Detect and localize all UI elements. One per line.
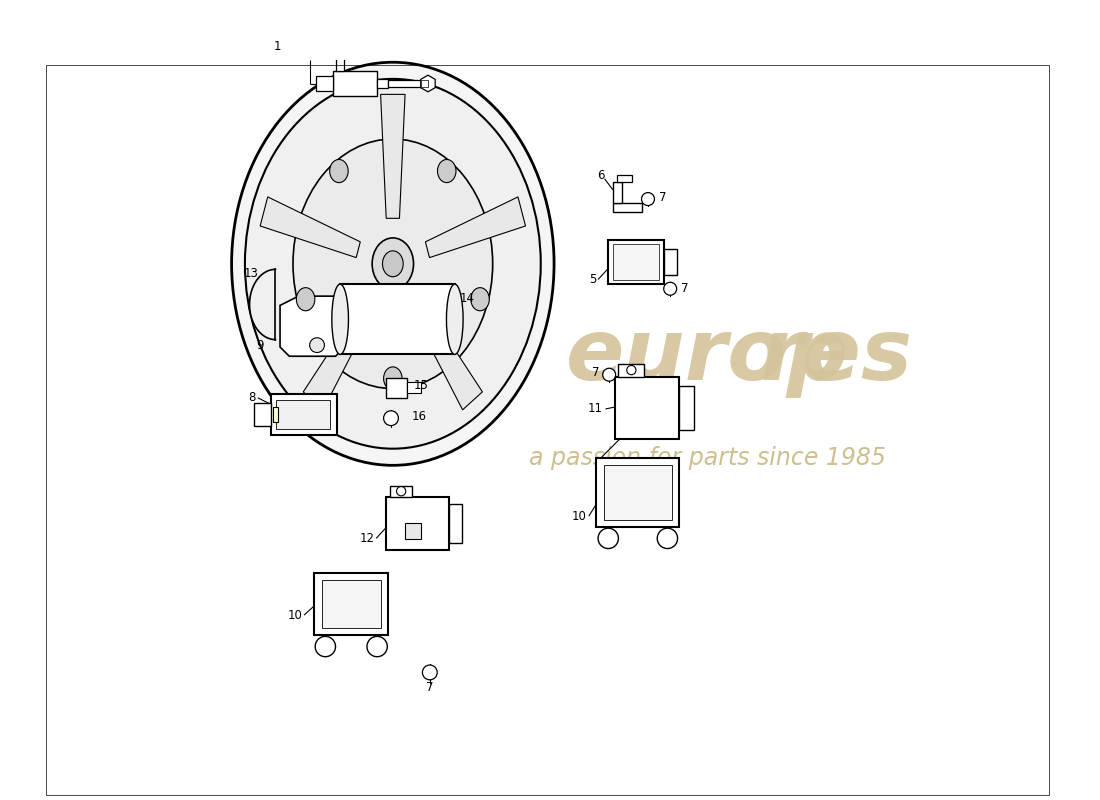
- Polygon shape: [381, 94, 405, 218]
- Bar: [276, 400, 330, 430]
- Bar: [449, 504, 462, 543]
- Text: 14: 14: [460, 293, 474, 306]
- Bar: [78, 0, 309, 33]
- Text: 10: 10: [572, 510, 587, 522]
- Text: 8: 8: [249, 391, 256, 404]
- Bar: [617, 175, 632, 182]
- Circle shape: [657, 528, 678, 549]
- Circle shape: [641, 193, 654, 206]
- Text: 7: 7: [426, 681, 433, 694]
- Bar: [613, 244, 659, 279]
- Bar: [613, 202, 642, 212]
- Text: 15: 15: [414, 379, 428, 392]
- Ellipse shape: [471, 288, 490, 310]
- Circle shape: [598, 528, 618, 549]
- Text: a passion for parts since 1985: a passion for parts since 1985: [529, 446, 886, 470]
- Circle shape: [627, 366, 636, 374]
- Bar: [608, 240, 663, 284]
- Text: 9: 9: [256, 338, 263, 352]
- Circle shape: [663, 282, 676, 295]
- Circle shape: [246, 0, 255, 5]
- Bar: [615, 377, 680, 439]
- Polygon shape: [409, 296, 483, 410]
- Bar: [273, 407, 278, 422]
- Ellipse shape: [372, 238, 414, 290]
- Text: 2: 2: [472, 0, 480, 2]
- Bar: [316, 76, 332, 91]
- Text: 10: 10: [287, 609, 303, 622]
- Ellipse shape: [383, 251, 404, 277]
- Text: 3: 3: [558, 0, 564, 2]
- Circle shape: [367, 636, 387, 657]
- Bar: [321, 580, 381, 628]
- Ellipse shape: [296, 288, 315, 310]
- Bar: [386, 497, 449, 550]
- Circle shape: [103, 0, 112, 5]
- Circle shape: [603, 368, 616, 382]
- Bar: [332, 71, 377, 95]
- Text: 12: 12: [360, 532, 374, 545]
- Text: 4: 4: [373, 0, 380, 2]
- Polygon shape: [421, 75, 436, 92]
- Circle shape: [384, 410, 398, 426]
- Bar: [337, 51, 344, 71]
- Ellipse shape: [245, 79, 541, 449]
- Bar: [390, 486, 412, 497]
- Bar: [663, 249, 676, 275]
- Ellipse shape: [332, 284, 349, 354]
- Bar: [596, 458, 680, 527]
- Text: 16: 16: [411, 410, 427, 423]
- Polygon shape: [426, 197, 526, 258]
- Circle shape: [396, 486, 406, 496]
- Ellipse shape: [447, 284, 463, 354]
- Bar: [680, 386, 694, 430]
- Bar: [254, 403, 271, 426]
- Bar: [613, 182, 623, 202]
- Text: europ: europ: [565, 314, 849, 398]
- Ellipse shape: [232, 62, 554, 466]
- Polygon shape: [304, 296, 377, 410]
- Circle shape: [309, 338, 324, 353]
- Bar: [420, 80, 428, 87]
- Text: 7: 7: [593, 366, 600, 379]
- Text: res: res: [760, 314, 913, 398]
- Bar: [315, 573, 388, 635]
- Bar: [604, 466, 672, 520]
- Text: 11: 11: [587, 402, 603, 415]
- Bar: [618, 364, 645, 377]
- Circle shape: [316, 636, 336, 657]
- Bar: [340, 284, 454, 354]
- Ellipse shape: [438, 159, 456, 182]
- Text: 7: 7: [681, 282, 689, 295]
- Text: 7: 7: [659, 190, 667, 204]
- Ellipse shape: [293, 139, 493, 389]
- Text: 1: 1: [274, 40, 280, 53]
- Text: 6: 6: [597, 170, 605, 182]
- Ellipse shape: [384, 367, 403, 390]
- Polygon shape: [251, 270, 275, 338]
- Bar: [386, 378, 407, 398]
- Text: 13: 13: [244, 266, 258, 279]
- Circle shape: [242, 0, 260, 9]
- Bar: [407, 382, 421, 394]
- Polygon shape: [280, 296, 377, 356]
- Bar: [333, 44, 346, 51]
- Bar: [271, 394, 338, 435]
- Bar: [405, 522, 421, 539]
- Bar: [377, 79, 388, 88]
- Bar: [388, 80, 420, 87]
- Polygon shape: [261, 197, 361, 258]
- Text: 5: 5: [588, 273, 596, 286]
- Ellipse shape: [330, 159, 349, 182]
- Circle shape: [99, 0, 116, 9]
- Circle shape: [422, 665, 437, 680]
